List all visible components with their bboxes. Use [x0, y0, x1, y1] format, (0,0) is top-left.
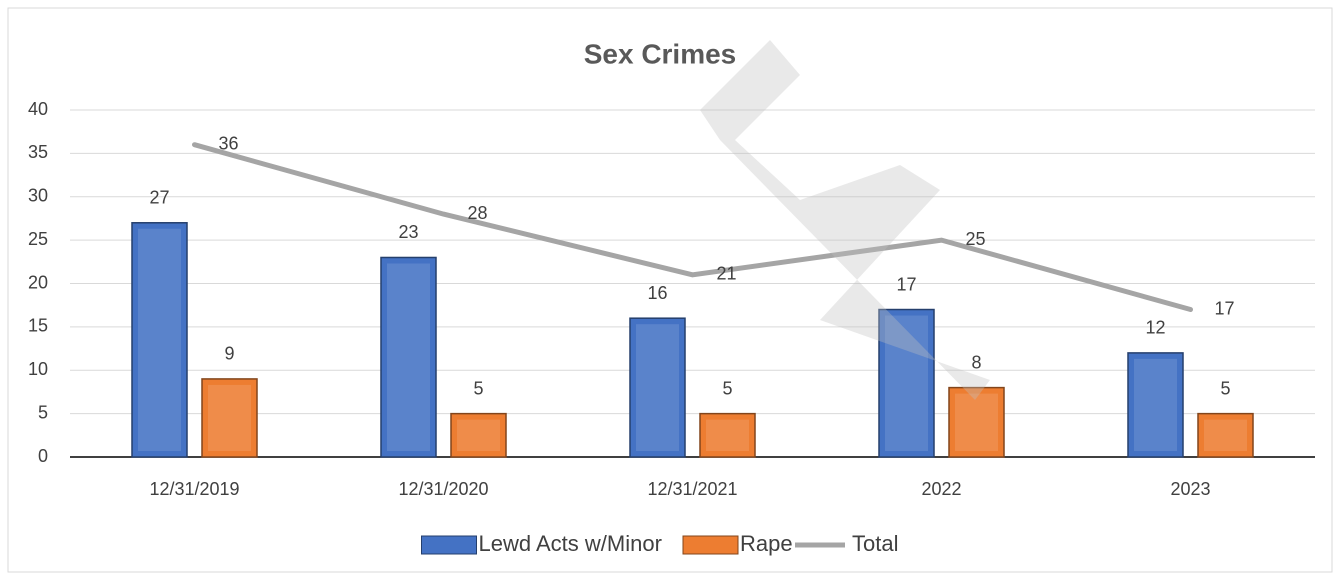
legend: Lewd Acts w/Minor Rape Total — [421, 531, 898, 556]
legend-label: Total — [852, 531, 898, 556]
bar-highlight — [1204, 419, 1247, 451]
y-tick-label: 35 — [28, 142, 48, 162]
bar-highlight — [208, 384, 251, 451]
data-label: 25 — [966, 229, 986, 249]
bar — [450, 412, 507, 458]
data-label: 5 — [473, 378, 483, 398]
y-tick-label: 40 — [28, 99, 48, 119]
data-label: 5 — [1220, 378, 1230, 398]
bar — [131, 222, 188, 458]
bar — [629, 317, 686, 458]
bar — [201, 378, 258, 458]
data-label: 9 — [224, 344, 234, 364]
data-label: 12 — [1145, 318, 1165, 338]
line — [192, 142, 1193, 313]
chart-title: Sex Crimes — [584, 38, 737, 69]
y-tick-label: 20 — [28, 272, 48, 292]
watermark — [700, 40, 990, 400]
x-tick-label: 12/31/2019 — [149, 479, 239, 499]
data-label: 17 — [896, 274, 916, 294]
bar-highlight — [387, 263, 430, 451]
bar-highlight — [1134, 358, 1177, 451]
data-label: 28 — [468, 203, 488, 223]
bar — [1127, 352, 1184, 458]
bar-highlight — [706, 419, 749, 451]
data-label: 5 — [722, 378, 732, 398]
bar — [699, 412, 756, 458]
bar — [948, 386, 1005, 458]
marks — [131, 142, 1254, 458]
y-tick-label: 30 — [28, 186, 48, 206]
bar-highlight — [955, 393, 998, 451]
y-tick-label: 25 — [28, 229, 48, 249]
bar-highlight — [457, 419, 500, 451]
data-label: 23 — [398, 222, 418, 242]
y-tick-label: 15 — [28, 316, 48, 336]
y-tick-label: 5 — [38, 402, 48, 422]
bar — [1197, 412, 1254, 458]
labels: 12/31/2019 12/31/2020 12/31/2021 2022 2023 27… — [149, 133, 1234, 498]
y-tick-label: 10 — [28, 359, 48, 379]
data-label: 8 — [971, 352, 981, 372]
x-tick-label: 2023 — [1170, 479, 1210, 499]
x-tick-label: 2022 — [921, 479, 961, 499]
y-tick-label: 0 — [38, 446, 48, 466]
data-label: 27 — [149, 188, 169, 208]
x-tick-label: 12/31/2020 — [398, 479, 488, 499]
grid: 0 5 10 15 20 25 30 35 40 — [28, 99, 1315, 466]
legend-label: Rape — [740, 531, 793, 556]
legend-label: Lewd Acts w/Minor — [479, 531, 662, 556]
data-label: 16 — [647, 283, 667, 303]
legend-swatch — [421, 535, 477, 555]
legend-swatch — [682, 535, 739, 555]
data-label: 17 — [1215, 298, 1235, 318]
data-label: 36 — [219, 133, 239, 153]
bar — [878, 308, 935, 458]
bar-highlight — [885, 315, 928, 451]
bar-highlight — [636, 324, 679, 451]
x-tick-label: 12/31/2021 — [647, 479, 737, 499]
bar — [380, 256, 437, 458]
data-label: 21 — [717, 264, 737, 284]
bar-highlight — [138, 228, 181, 451]
